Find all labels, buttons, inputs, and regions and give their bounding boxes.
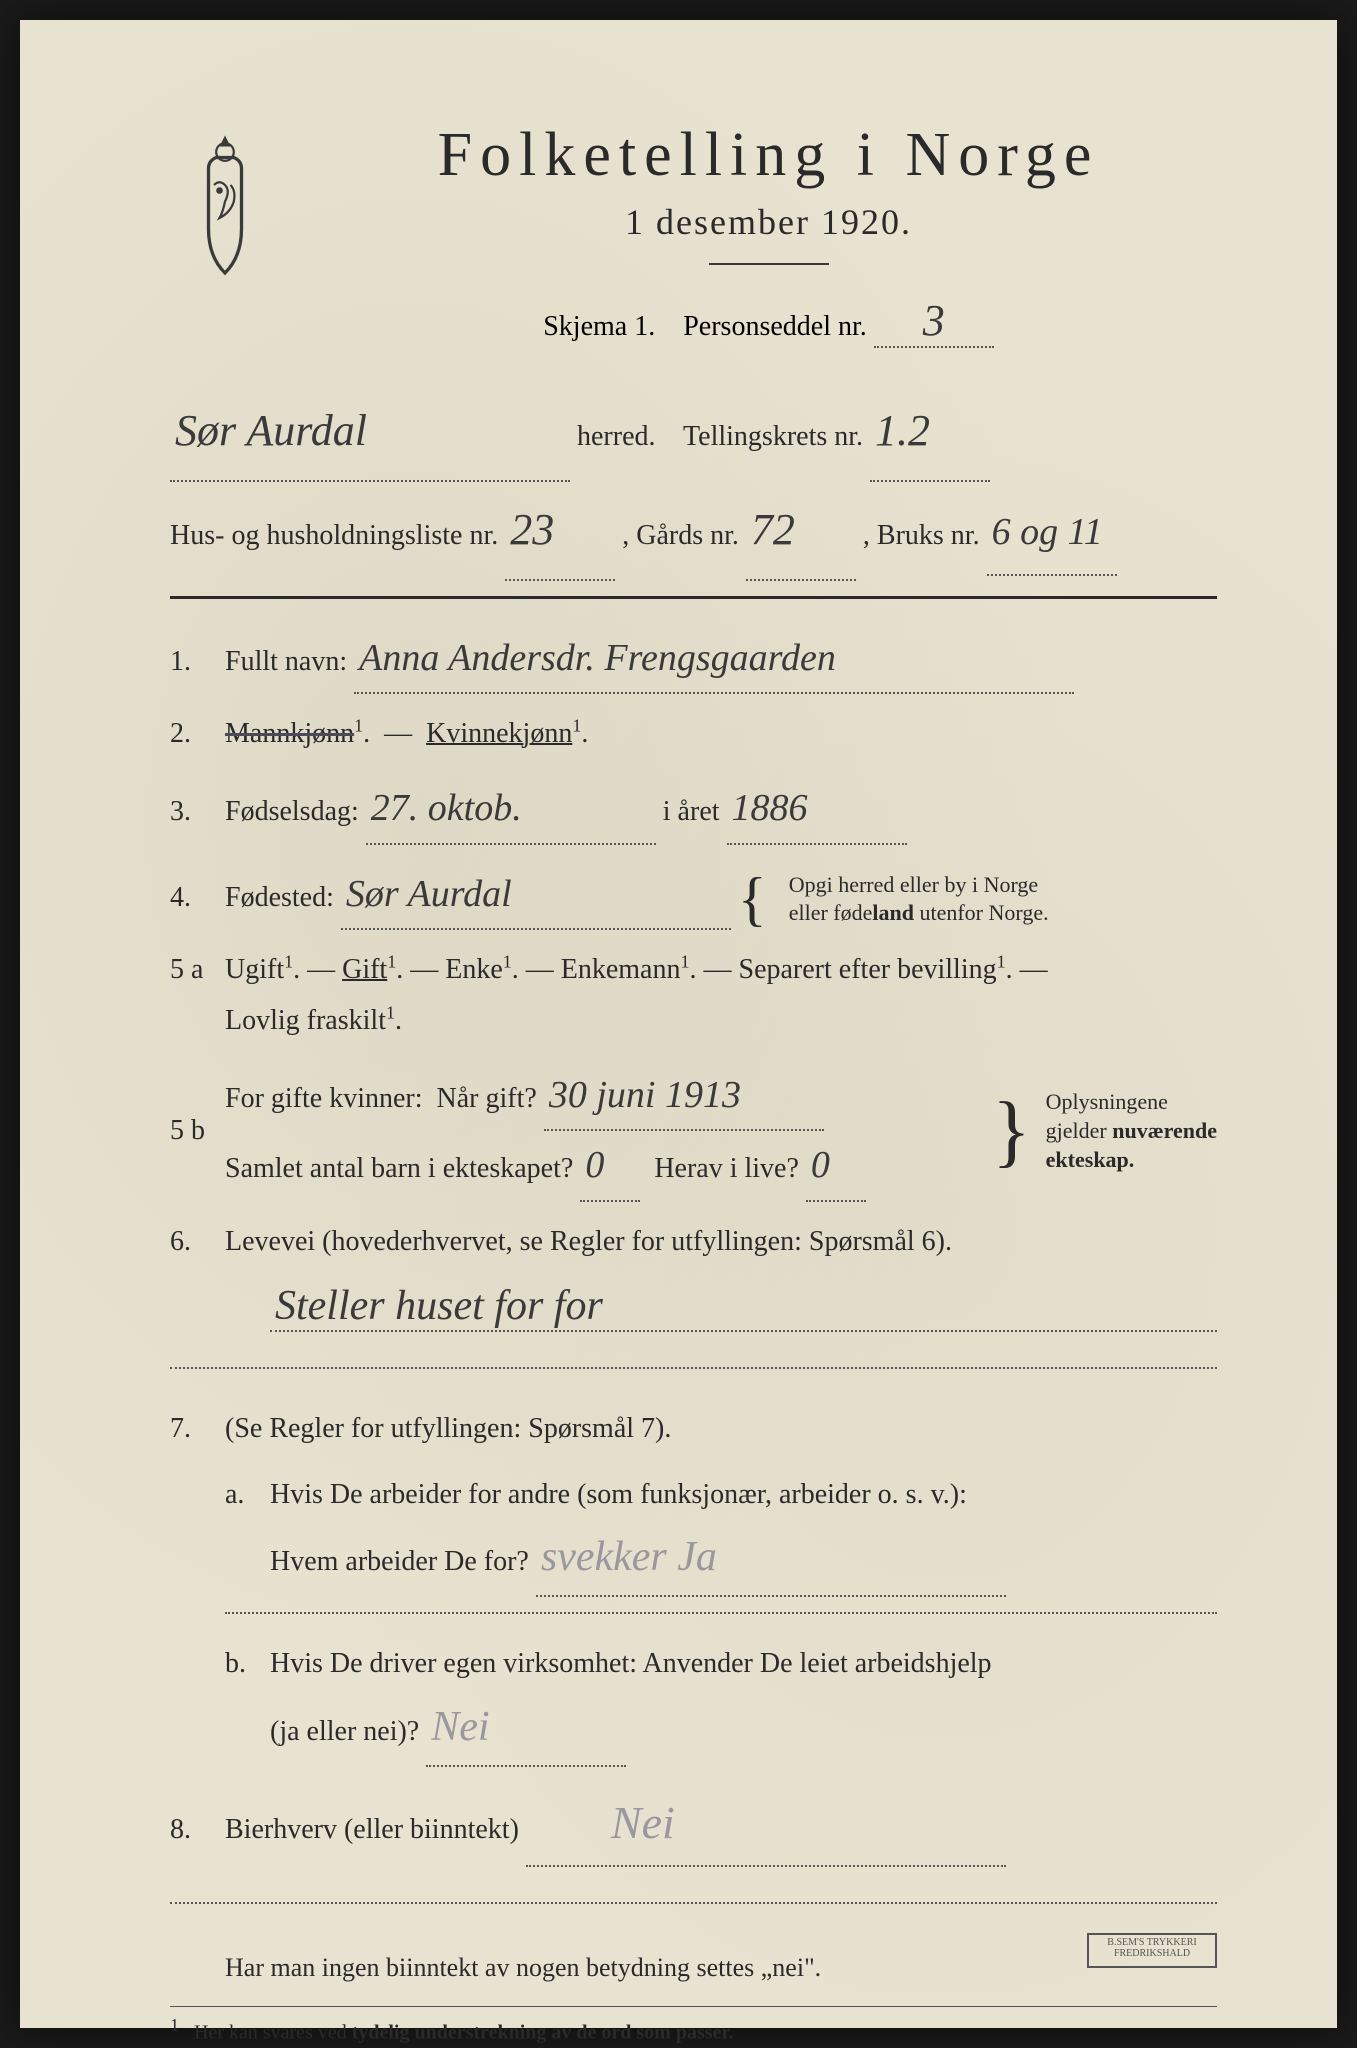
q5a-lovlig: Lovlig fraskilt xyxy=(225,1005,386,1036)
q7a-value: svekker Ja xyxy=(541,1520,717,1596)
q5b-herav: Herav i live? xyxy=(654,1153,799,1184)
q7a-question: Hvem arbeider De for? xyxy=(270,1546,529,1577)
q5a-enkemann: Enkemann xyxy=(561,954,681,985)
bruks-label: , Bruks nr. xyxy=(863,520,980,551)
q5a-enke: Enke xyxy=(445,954,503,985)
date-subtitle: 1 desember 1920. xyxy=(320,201,1217,243)
footnote: 1 Her kan svares ved tydelig understrekn… xyxy=(170,2006,1217,2045)
main-title: Folketelling i Norge xyxy=(320,120,1217,191)
q4-note1: Opgi herred eller by i Norge xyxy=(789,872,1038,897)
hus-line: Hus- og husholdningsliste nr. 23 , Gårds… xyxy=(170,482,1217,581)
header: Folketelling i Norge 1 desember 1920. Sk… xyxy=(170,120,1217,353)
q1-label: Fullt navn: xyxy=(225,646,347,677)
q6: 6. Levevei (hovederhvervet, se Regler fo… xyxy=(170,1217,1217,1267)
herred-label: herred. xyxy=(577,421,656,452)
q3-iaret: i året xyxy=(663,796,720,827)
q5b-note: Oplysningene gjelder nuværende ekteskap. xyxy=(1046,1088,1217,1174)
q5b-note2: gjelder nuværende xyxy=(1046,1118,1217,1143)
tellingskrets-nr: 1.2 xyxy=(875,406,930,455)
q5a: 5 a Ugift1. — Gift1. — Enke1. — Enkemann… xyxy=(170,945,1217,1046)
hus-label: Hus- og husholdningsliste nr. xyxy=(170,520,498,551)
title-block: Folketelling i Norge 1 desember 1920. Sk… xyxy=(320,120,1217,353)
q3-num: 3. xyxy=(170,787,225,837)
q5a-ugift: Ugift xyxy=(225,954,284,985)
title-divider xyxy=(709,263,829,265)
q5b-label: For gifte kvinner: xyxy=(225,1083,423,1114)
q4-num: 4. xyxy=(170,873,225,923)
q3: 3. Fødselsdag: 27. oktob. i året 1886 xyxy=(170,774,1217,844)
q8-blank xyxy=(170,1902,1217,1904)
q6-blank-line xyxy=(170,1367,1217,1369)
q4-note: Opgi herred eller by i Norge eller fødel… xyxy=(789,871,1049,928)
q7a-letter: a. xyxy=(225,1470,270,1520)
q2-mannkjonn: Mannkjønn xyxy=(225,718,354,749)
q5b-num: 5 b xyxy=(170,1106,225,1156)
q1-value: Anna Andersdr. Frengsgaarden xyxy=(359,624,836,692)
q5b-note3: ekteskap. xyxy=(1046,1147,1135,1172)
footer-note: Har man ingen biinntekt av nogen betydni… xyxy=(225,1939,1217,1996)
q3-daymonth: 27. oktob. xyxy=(371,774,522,842)
q5b-barn-value: 0 xyxy=(585,1131,604,1199)
q4-note2: eller fødeland utenfor Norge. xyxy=(789,900,1049,925)
q4-value: Sør Aurdal xyxy=(346,860,512,928)
q8: 8. Bierhverv (eller biinntekt) Nei xyxy=(170,1782,1217,1867)
q3-year: 1886 xyxy=(732,774,808,842)
q8-value: Nei xyxy=(611,1782,675,1865)
skjema-line: Skjema 1. Personseddel nr. 3 xyxy=(320,295,1217,348)
q7b-value: Nei xyxy=(431,1690,489,1766)
header-rule xyxy=(170,596,1217,599)
q4: 4. Fødested: Sør Aurdal { Opgi herred el… xyxy=(170,860,1217,930)
footnote-text: Her kan svares ved tydelig understreknin… xyxy=(194,2022,733,2044)
skjema-label: Skjema 1. xyxy=(543,311,655,342)
q5b-nargift-value: 30 juni 1913 xyxy=(549,1061,741,1129)
q7a: a. Hvis De arbeider for andre (som funks… xyxy=(225,1470,1217,1598)
q6-label: Levevei (hovederhvervet, se Regler for u… xyxy=(225,1226,952,1257)
tellingskrets-label: Tellingskrets nr. xyxy=(683,421,863,452)
q2: 2. Mannkjønn1. — Kvinnekjønn1. xyxy=(170,709,1217,759)
q2-kvinnekjonn: Kvinnekjønn xyxy=(426,718,572,749)
gards-label: , Gårds nr. xyxy=(622,520,739,551)
q2-num: 2. xyxy=(170,709,225,759)
census-form-page: Folketelling i Norge 1 desember 1920. Sk… xyxy=(20,20,1337,2028)
q7a-label: Hvis De arbeider for andre (som funksjon… xyxy=(270,1479,967,1510)
printer-stamp: B.SEM'S TRYKKERI FREDRIKSHALD xyxy=(1087,1933,1217,1968)
bruks-nr: 6 og 11 xyxy=(992,491,1103,575)
q1-num: 1. xyxy=(170,637,225,687)
q5b-herav-value: 0 xyxy=(811,1131,830,1199)
q8-label: Bierhverv (eller biinntekt) xyxy=(225,1814,519,1845)
q3-label: Fødselsdag: xyxy=(225,796,359,827)
personseddel-nr: 3 xyxy=(923,296,945,345)
q5a-separert: Separert efter bevilling xyxy=(739,954,997,985)
q7b-label: Hvis De driver egen virksomhet: Anvender… xyxy=(270,1648,992,1679)
q5b-nargift: Når gift? xyxy=(437,1083,537,1114)
norway-coat-of-arms xyxy=(170,130,280,284)
herred-line: Sør Aurdal herred. Tellingskrets nr. 1.2 xyxy=(170,383,1217,482)
q5a-num: 5 a xyxy=(170,945,225,995)
q7-num: 7. xyxy=(170,1404,225,1454)
q8-num: 8. xyxy=(170,1805,225,1855)
q6-num: 6. xyxy=(170,1217,225,1267)
q7b: b. Hvis De driver egen virksomhet: Anven… xyxy=(225,1639,1217,1767)
q7-label: (Se Regler for utfyllingen: Spørsmål 7). xyxy=(225,1413,671,1444)
q1: 1. Fullt navn: Anna Andersdr. Frengsgaar… xyxy=(170,624,1217,694)
q5b-note1: Oplysningene xyxy=(1046,1089,1168,1114)
q7a-blank xyxy=(225,1612,1217,1614)
q5b: 5 b For gifte kvinner: Når gift? 30 juni… xyxy=(170,1061,1217,1202)
q5a-gift: Gift xyxy=(342,954,387,985)
gards-nr: 72 xyxy=(751,505,795,554)
q7b-question: (ja eller nei)? xyxy=(270,1716,419,1747)
q7: 7. (Se Regler for utfyllingen: Spørsmål … xyxy=(170,1404,1217,1454)
q7b-letter: b. xyxy=(225,1639,270,1689)
q5b-barn: Samlet antal barn i ekteskapet? xyxy=(225,1153,573,1184)
q4-label: Fødested: xyxy=(225,882,334,913)
coat-of-arms-icon xyxy=(170,130,280,280)
hus-nr: 23 xyxy=(510,505,554,554)
herred-value: Sør Aurdal xyxy=(175,406,367,455)
personseddel-label: Personseddel nr. xyxy=(683,311,867,342)
q6-value: Steller huset for for xyxy=(275,1282,603,1330)
